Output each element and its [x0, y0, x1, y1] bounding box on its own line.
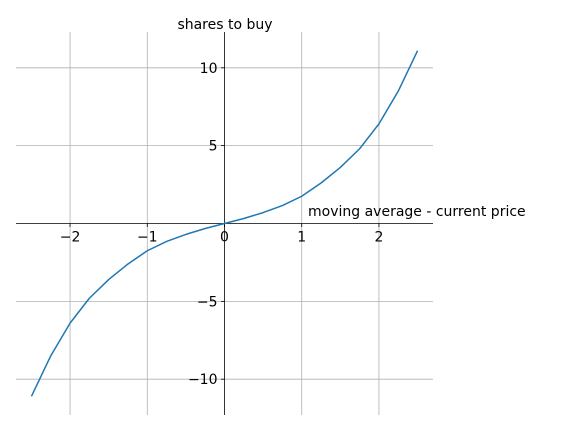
- y-tick-label: −10: [188, 372, 218, 388]
- series: [30, 50, 419, 397]
- y-tick-label: 10: [200, 61, 218, 77]
- y-tick-label: 5: [209, 139, 218, 155]
- x-tick-label: −1: [137, 230, 158, 246]
- x-tick-label: 0: [220, 230, 229, 246]
- x-tick-label: 1: [297, 230, 306, 246]
- series-line: [30, 50, 419, 397]
- x-tick-label: −2: [60, 230, 81, 246]
- y-axis-label: shares to buy: [177, 17, 272, 33]
- y-tick-label: −5: [197, 294, 218, 310]
- x-axis-label: moving average - current price: [308, 204, 526, 220]
- x-tick-label: 2: [374, 230, 383, 246]
